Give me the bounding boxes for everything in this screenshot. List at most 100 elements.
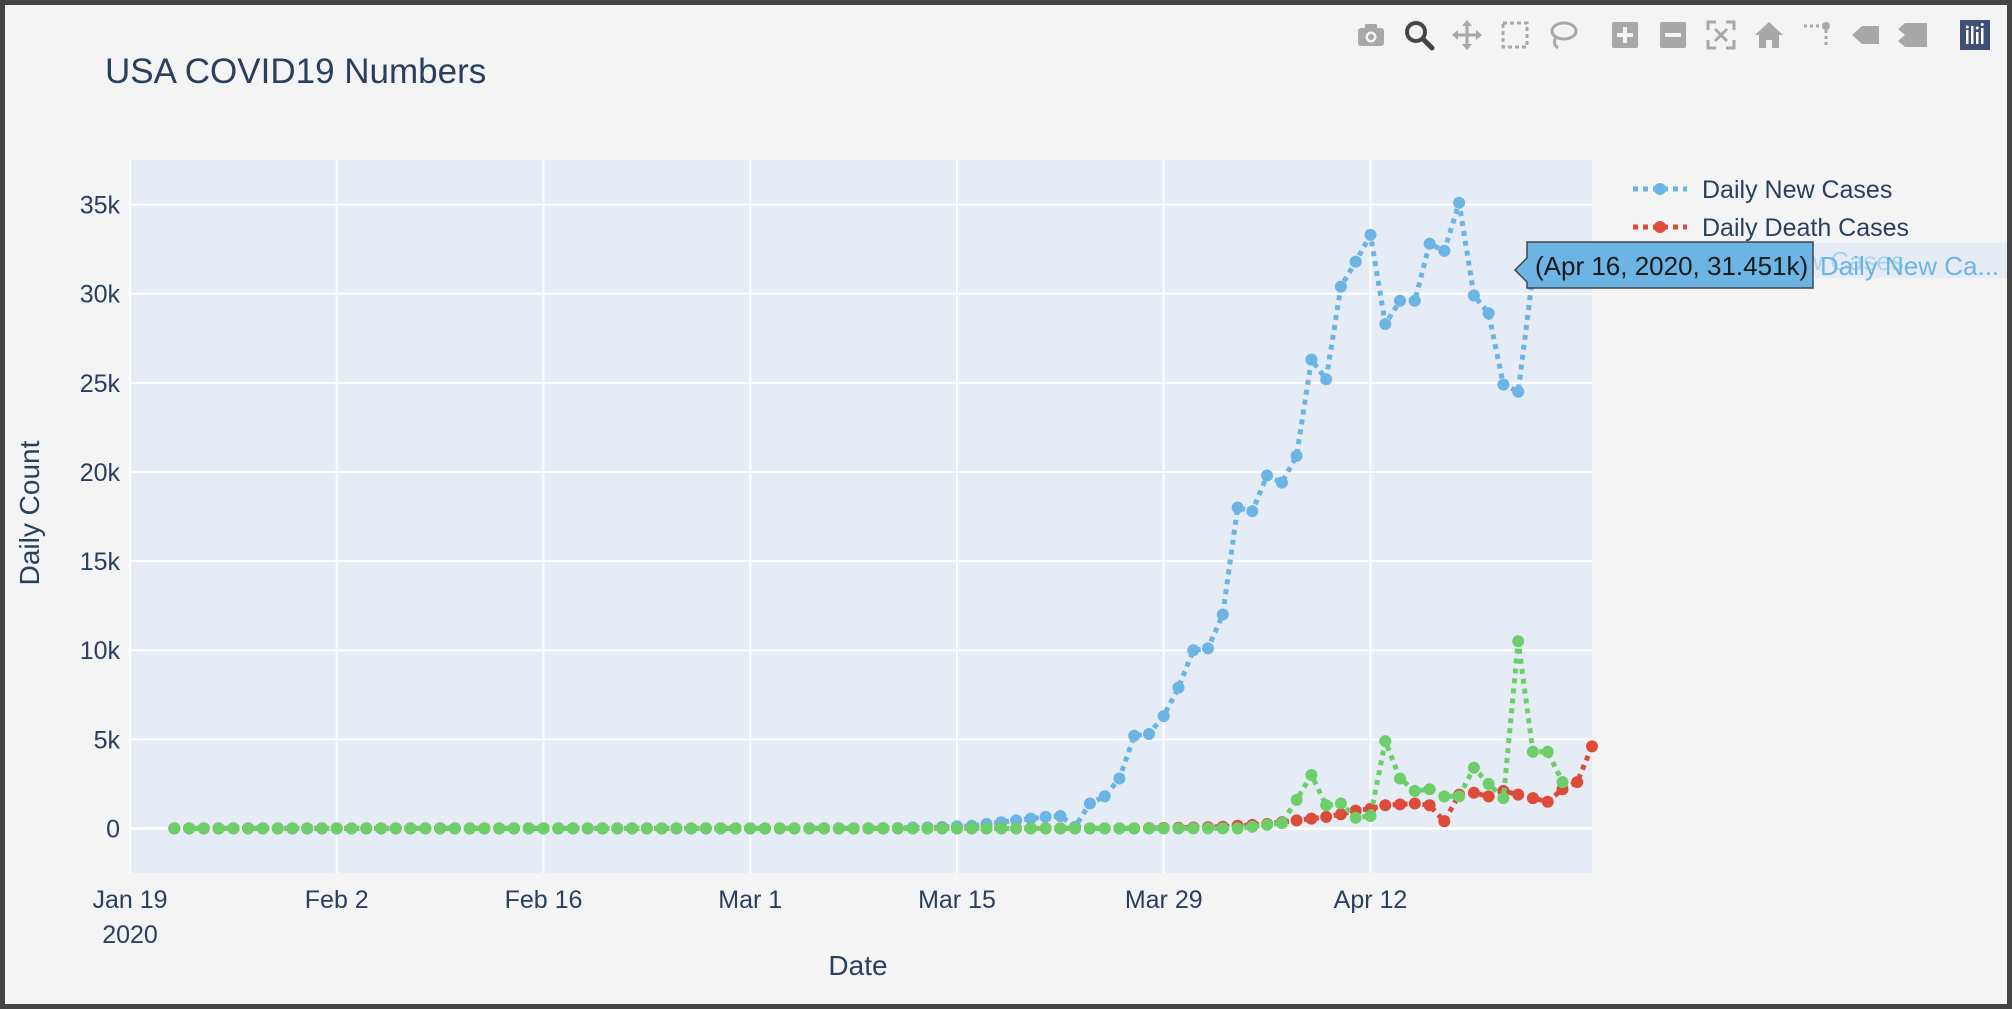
data-point[interactable] — [847, 822, 860, 835]
data-point[interactable] — [1143, 728, 1155, 740]
hover-closest-button[interactable] — [1845, 15, 1885, 55]
legend[interactable]: Daily New Cases Daily Death Cases — [1633, 176, 1909, 242]
data-point[interactable] — [1216, 822, 1229, 835]
data-point[interactable] — [316, 822, 328, 835]
zoom-in-button[interactable] — [1605, 15, 1645, 55]
data-point[interactable] — [1423, 237, 1436, 250]
data-point[interactable] — [1379, 799, 1392, 812]
data-point[interactable] — [965, 822, 978, 835]
data-point[interactable] — [168, 822, 181, 835]
plotly-logo-button[interactable] — [1955, 15, 1995, 55]
hover-compare-button[interactable] — [1893, 15, 1933, 55]
box-select-button[interactable] — [1495, 15, 1535, 55]
data-point[interactable] — [1246, 505, 1259, 518]
data-point[interactable] — [1408, 797, 1421, 810]
data-point[interactable] — [1526, 745, 1539, 758]
data-point[interactable] — [1305, 769, 1318, 781]
data-point[interactable] — [1290, 814, 1303, 827]
autoscale-button[interactable] — [1701, 15, 1741, 55]
legend-item[interactable]: Daily New Cases — [1633, 176, 1892, 204]
data-point[interactable] — [478, 822, 491, 835]
data-point[interactable] — [1364, 228, 1377, 241]
data-point[interactable] — [1497, 792, 1510, 805]
data-point[interactable] — [1334, 808, 1347, 821]
data-point[interactable] — [1083, 797, 1096, 810]
data-point[interactable] — [1438, 244, 1451, 257]
data-point[interactable] — [1394, 772, 1406, 785]
data-point[interactable] — [862, 822, 875, 835]
data-point[interactable] — [1039, 822, 1052, 835]
data-point[interactable] — [1482, 777, 1495, 790]
data-point[interactable] — [744, 822, 757, 835]
data-point[interactable] — [1526, 792, 1539, 805]
series-unlabeled-2[interactable] — [168, 635, 1569, 835]
data-point[interactable] — [1467, 761, 1480, 774]
data-point[interactable] — [699, 822, 712, 835]
data-point[interactable] — [1394, 294, 1406, 307]
data-point[interactable] — [1172, 681, 1185, 694]
data-point[interactable] — [1305, 353, 1318, 366]
data-point[interactable] — [1231, 822, 1244, 835]
data-point[interactable] — [1556, 776, 1569, 789]
data-point[interactable] — [286, 822, 299, 835]
data-point[interactable] — [1275, 476, 1288, 489]
data-point[interactable] — [1083, 822, 1096, 835]
data-point[interactable] — [1453, 196, 1466, 209]
data-point[interactable] — [1143, 822, 1155, 835]
data-point[interactable] — [1482, 307, 1495, 320]
data-point[interactable] — [1482, 790, 1495, 803]
zoom-button[interactable] — [1399, 15, 1439, 55]
data-point[interactable] — [508, 822, 520, 835]
data-point[interactable] — [803, 822, 816, 835]
line-chart[interactable]: USA COVID19 Numbers 0 5k 10k 15k 20k 25k 30k 35… — [5, 5, 2007, 1004]
data-point[interactable] — [1039, 810, 1052, 823]
data-point[interactable] — [611, 822, 624, 835]
data-point[interactable] — [1290, 793, 1303, 806]
data-point[interactable] — [759, 822, 771, 835]
data-point[interactable] — [1394, 798, 1406, 811]
data-point[interactable] — [227, 822, 240, 835]
data-point[interactable] — [1512, 635, 1525, 648]
spike-lines-button[interactable] — [1797, 15, 1837, 55]
data-point[interactable] — [1069, 822, 1082, 835]
data-point[interactable] — [375, 822, 388, 835]
data-point[interactable] — [1098, 822, 1111, 835]
data-point[interactable] — [1024, 822, 1037, 835]
data-point[interactable] — [1512, 385, 1525, 398]
data-point[interactable] — [404, 822, 417, 835]
data-point[interactable] — [360, 822, 373, 835]
data-point[interactable] — [212, 822, 225, 835]
data-point[interactable] — [1098, 790, 1111, 803]
data-point[interactable] — [345, 822, 358, 835]
data-point[interactable] — [1128, 822, 1141, 835]
data-point[interactable] — [1334, 797, 1347, 810]
data-point[interactable] — [1571, 776, 1584, 789]
data-point[interactable] — [1202, 642, 1214, 655]
data-point[interactable] — [788, 822, 801, 835]
data-point[interactable] — [197, 822, 210, 835]
data-point[interactable] — [1349, 811, 1362, 824]
data-point[interactable] — [714, 822, 727, 835]
data-point[interactable] — [773, 822, 786, 835]
data-point[interactable] — [1054, 810, 1067, 822]
data-point[interactable] — [1128, 729, 1141, 742]
data-point[interactable] — [832, 822, 845, 835]
data-point[interactable] — [1320, 799, 1333, 812]
data-point[interactable] — [1113, 772, 1126, 785]
data-point[interactable] — [522, 822, 535, 835]
pan-button[interactable] — [1447, 15, 1487, 55]
data-point[interactable] — [1364, 810, 1377, 822]
data-point[interactable] — [242, 822, 255, 835]
data-point[interactable] — [537, 822, 550, 835]
data-point[interactable] — [936, 822, 949, 835]
data-point[interactable] — [1202, 822, 1214, 835]
data-point[interactable] — [951, 822, 963, 835]
data-point[interactable] — [1275, 817, 1288, 830]
data-point[interactable] — [1113, 822, 1126, 835]
data-point[interactable] — [581, 822, 594, 835]
data-point[interactable] — [1305, 812, 1318, 825]
data-point[interactable] — [818, 822, 831, 835]
data-point[interactable] — [330, 822, 343, 835]
data-point[interactable] — [1246, 820, 1259, 833]
data-point[interactable] — [995, 822, 1008, 835]
